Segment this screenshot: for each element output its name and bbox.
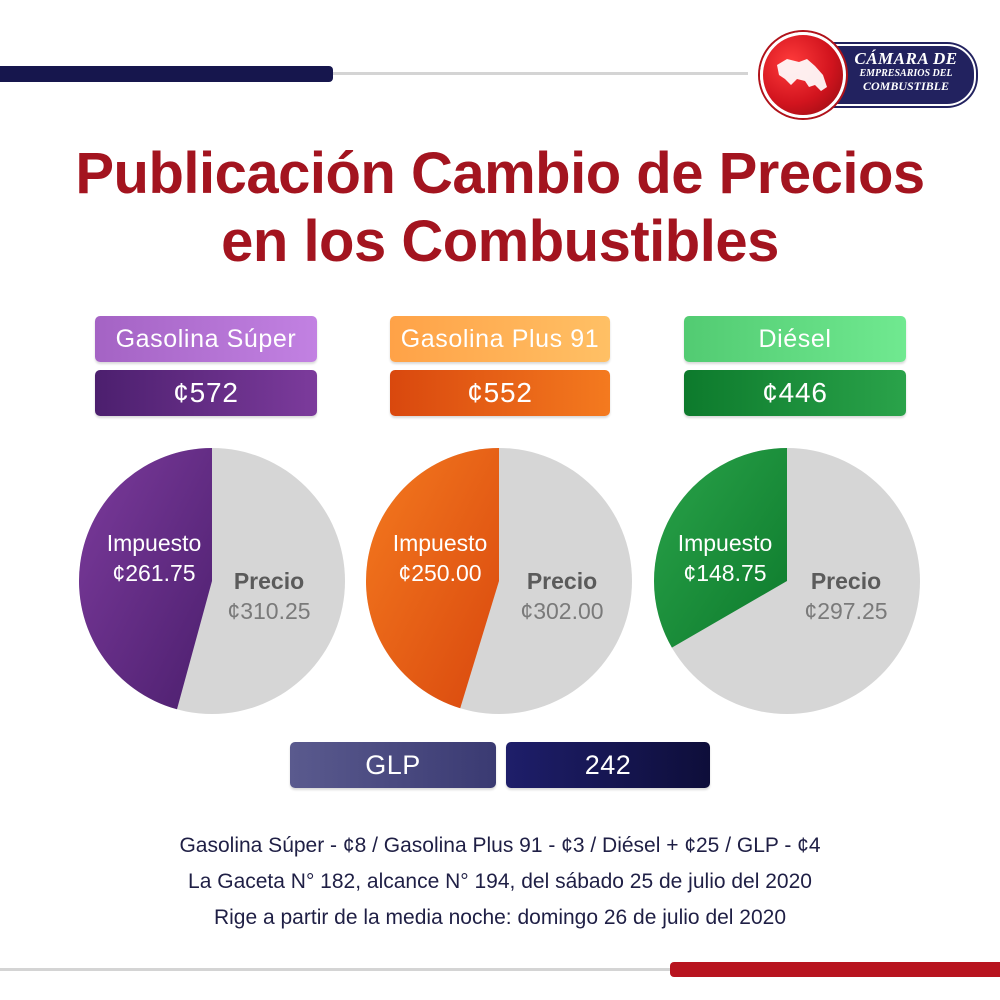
fuel-name-diesel: Diésel (684, 316, 906, 362)
bottom-divider-line (0, 968, 670, 971)
glp-label: GLP (290, 742, 496, 788)
tax-label-text: Impuesto (677, 530, 773, 556)
fuel-price-diesel: ¢446 (684, 370, 906, 416)
price-label-text: Precio (233, 568, 305, 594)
logo-line-3: COMBUSTIBLE (862, 79, 950, 93)
fuel-name-plus: Gasolina Plus 91 (390, 316, 610, 362)
tax-label-text: Impuesto (392, 530, 488, 556)
base-value: ¢302.00 (520, 598, 604, 624)
tax-label-text: Impuesto (106, 530, 202, 556)
tax-label-super: Impuesto ¢261.75 (86, 528, 222, 588)
price-label-text: Precio (810, 568, 882, 594)
top-accent-bar (0, 66, 333, 82)
bottom-accent-bar (670, 962, 1000, 977)
footer-line-3: Rige a partir de la media noche: domingo… (213, 906, 787, 929)
base-label-super: Precio ¢310.25 (204, 566, 334, 626)
top-divider-line (333, 72, 748, 75)
glp-value: 242 (506, 742, 710, 788)
logo-line-2: EMPRESARIOS DEL (859, 68, 953, 79)
tax-value: ¢148.75 (683, 560, 767, 586)
pie-slice-impuesto-plus (365, 448, 499, 709)
footer-line-2: La Gaceta N° 182, alcance N° 194, del sá… (188, 870, 812, 893)
logo-map-emblem (760, 32, 846, 118)
title-line-1: Publicación Cambio de Precios (75, 141, 925, 206)
fuel-price-super: ¢572 (95, 370, 317, 416)
tax-label-plus: Impuesto ¢250.00 (372, 528, 508, 588)
price-label-text: Precio (526, 568, 598, 594)
logo-text: CÁMARA DE EMPRESARIOS DEL COMBUSTIBLE (844, 50, 968, 92)
base-label-diesel: Precio ¢297.25 (781, 566, 911, 626)
tax-value: ¢261.75 (112, 560, 196, 586)
pie-slice-impuesto-diesel (654, 448, 787, 648)
costa-rica-map-icon (777, 59, 827, 91)
page-title: Publicación Cambio de Precios en los Com… (20, 140, 980, 276)
base-value: ¢297.25 (804, 598, 888, 624)
fuel-price-plus: ¢552 (390, 370, 610, 416)
logo: CÁMARA DE EMPRESARIOS DEL COMBUSTIBLE (760, 30, 976, 118)
fuel-name-super: Gasolina Súper (95, 316, 317, 362)
pie-slice-impuesto-super (78, 448, 212, 710)
title-line-2: en los Combustibles (221, 209, 779, 274)
base-label-plus: Precio ¢302.00 (497, 566, 627, 626)
tax-label-diesel: Impuesto ¢148.75 (657, 528, 793, 588)
base-value: ¢310.25 (227, 598, 311, 624)
footer-line-1: Gasolina Súper - ¢8 / Gasolina Plus 91 -… (179, 834, 821, 857)
footer-notes: Gasolina Súper - ¢8 / Gasolina Plus 91 -… (50, 828, 950, 936)
tax-value: ¢250.00 (398, 560, 482, 586)
logo-line-1: CÁMARA DE (854, 49, 958, 68)
